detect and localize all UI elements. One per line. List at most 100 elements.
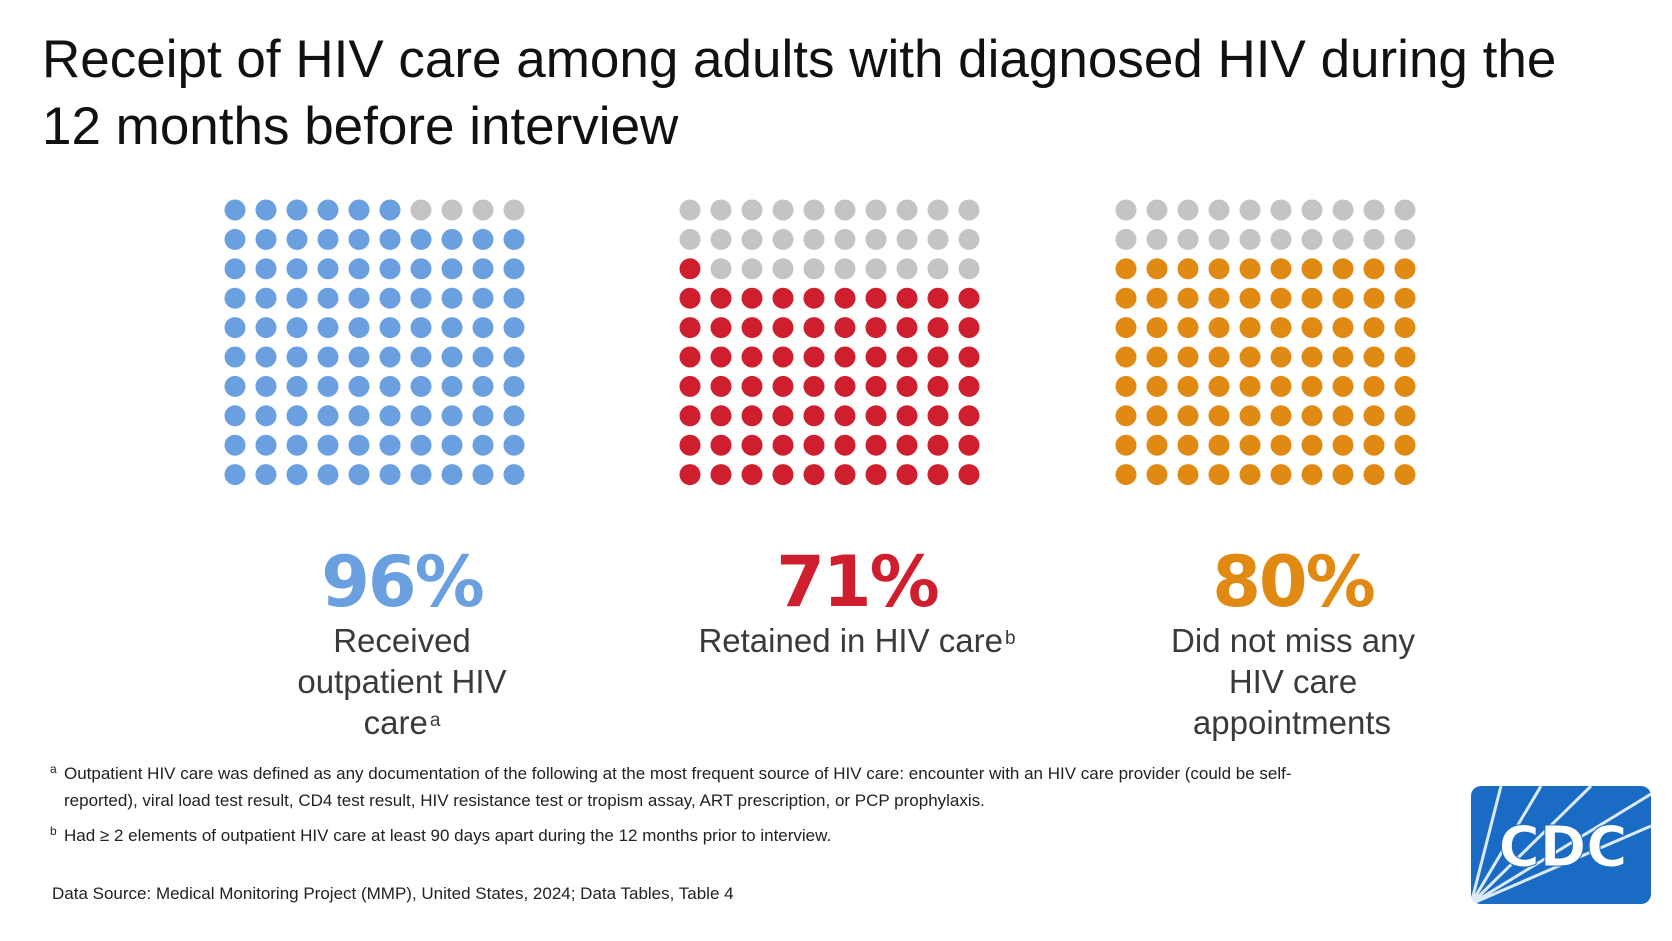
waffle-dot-filled bbox=[834, 317, 856, 339]
waffle-dot-filled bbox=[379, 375, 401, 397]
waffle-dot-filled bbox=[1270, 434, 1292, 456]
waffle-dot-filled bbox=[286, 258, 308, 280]
waffle-dot-filled bbox=[503, 317, 525, 339]
waffle-dot-filled bbox=[679, 258, 701, 280]
waffle-dot-filled bbox=[224, 287, 246, 309]
waffle-dot-empty bbox=[803, 228, 825, 250]
waffle-dot-filled bbox=[865, 346, 887, 368]
waffle-dot-filled bbox=[1394, 464, 1416, 486]
waffle-dot-filled bbox=[834, 375, 856, 397]
waffle-dot-empty bbox=[865, 228, 887, 250]
waffle-dot-filled bbox=[1208, 405, 1230, 427]
waffle-dot-empty bbox=[1208, 199, 1230, 221]
waffle-dot-empty bbox=[1363, 199, 1385, 221]
waffle-dot-filled bbox=[679, 375, 701, 397]
waffle-dot-filled bbox=[865, 464, 887, 486]
waffle-dot-filled bbox=[255, 375, 277, 397]
waffle-dot-filled bbox=[772, 375, 794, 397]
waffle-dot-filled bbox=[255, 258, 277, 280]
waffle-dot-empty bbox=[958, 228, 980, 250]
waffle-dot-filled bbox=[1270, 258, 1292, 280]
waffle-dot-empty bbox=[1146, 199, 1168, 221]
waffle-dot-filled bbox=[286, 317, 308, 339]
waffle-dot-filled bbox=[896, 317, 918, 339]
waffle-dot-filled bbox=[1177, 405, 1199, 427]
waffle-dot-filled bbox=[348, 317, 370, 339]
waffle-dot-empty bbox=[927, 258, 949, 280]
waffle-dot-filled bbox=[503, 346, 525, 368]
waffle-dot-filled bbox=[441, 287, 463, 309]
category-text: Did not miss any HIV care appointments bbox=[1171, 622, 1415, 741]
waffle-dot-filled bbox=[317, 258, 339, 280]
waffle-dot-filled bbox=[803, 375, 825, 397]
waffle-dot-filled bbox=[927, 434, 949, 456]
data-source: Data Source: Medical Monitoring Project … bbox=[52, 884, 734, 903]
waffle-dot-filled bbox=[927, 317, 949, 339]
waffle-dot-filled bbox=[1208, 287, 1230, 309]
waffle-dot-filled bbox=[1394, 346, 1416, 368]
waffle-dot-empty bbox=[1177, 199, 1199, 221]
waffle-dot-filled bbox=[286, 375, 308, 397]
waffle-dot-filled bbox=[317, 346, 339, 368]
waffle-dot-filled bbox=[255, 317, 277, 339]
waffle-dot-filled bbox=[317, 405, 339, 427]
waffle-dot-filled bbox=[441, 317, 463, 339]
waffle-dot-filled bbox=[927, 346, 949, 368]
waffle-dot-filled bbox=[379, 434, 401, 456]
waffle-dot-filled bbox=[865, 317, 887, 339]
waffle-dot-filled bbox=[379, 199, 401, 221]
waffle-dot-filled bbox=[379, 258, 401, 280]
waffle-grid-retained-in-care bbox=[679, 199, 980, 486]
waffle-dot-empty bbox=[772, 199, 794, 221]
waffle-dot-filled bbox=[255, 228, 277, 250]
waffle-dot-filled bbox=[896, 375, 918, 397]
waffle-dot-filled bbox=[710, 405, 732, 427]
waffle-dot-filled bbox=[1115, 287, 1137, 309]
waffle-dot-filled bbox=[958, 317, 980, 339]
waffle-dot-filled bbox=[803, 434, 825, 456]
waffle-dot-filled bbox=[224, 258, 246, 280]
waffle-dot-filled bbox=[224, 346, 246, 368]
waffle-dot-filled bbox=[348, 464, 370, 486]
waffle-dot-filled bbox=[348, 405, 370, 427]
waffle-dot-filled bbox=[472, 405, 494, 427]
category-text: Retained in HIV care bbox=[698, 622, 1003, 659]
footnote-ref: b bbox=[1004, 628, 1016, 649]
waffle-dot-filled bbox=[1208, 317, 1230, 339]
waffle-dot-empty bbox=[710, 199, 732, 221]
waffle-dot-filled bbox=[741, 375, 763, 397]
waffle-dot-filled bbox=[772, 464, 794, 486]
waffle-dot-empty bbox=[1363, 228, 1385, 250]
waffle-dot-empty bbox=[896, 228, 918, 250]
waffle-dot-filled bbox=[1363, 346, 1385, 368]
waffle-dot-filled bbox=[1301, 258, 1323, 280]
waffle-dot-filled bbox=[441, 405, 463, 427]
waffle-dot-filled bbox=[865, 287, 887, 309]
waffle-dot-filled bbox=[224, 375, 246, 397]
waffle-dot-filled bbox=[1270, 287, 1292, 309]
logo-rays bbox=[1471, 786, 1651, 904]
waffle-dot-filled bbox=[772, 317, 794, 339]
waffle-dot-filled bbox=[1115, 317, 1137, 339]
waffle-dot-filled bbox=[1146, 287, 1168, 309]
waffle-dot-filled bbox=[1270, 464, 1292, 486]
waffle-dot-filled bbox=[1363, 287, 1385, 309]
waffle-dot-filled bbox=[1332, 317, 1354, 339]
waffle-dot-filled bbox=[503, 464, 525, 486]
waffle-dot-filled bbox=[348, 287, 370, 309]
waffle-dot-filled bbox=[1208, 434, 1230, 456]
waffle-dot-filled bbox=[503, 258, 525, 280]
waffle-dot-filled bbox=[348, 346, 370, 368]
waffle-dot-filled bbox=[410, 464, 432, 486]
waffle-dot-filled bbox=[410, 258, 432, 280]
waffle-dot-filled bbox=[1239, 258, 1261, 280]
waffle-dot-filled bbox=[710, 434, 732, 456]
waffle-dot-filled bbox=[1301, 317, 1323, 339]
waffle-dot-filled bbox=[472, 346, 494, 368]
waffle-dot-filled bbox=[1301, 375, 1323, 397]
waffle-dot-filled bbox=[710, 287, 732, 309]
waffle-dot-filled bbox=[1394, 434, 1416, 456]
waffle-dot-filled bbox=[1301, 405, 1323, 427]
waffle-dot-filled bbox=[1146, 317, 1168, 339]
waffle-dot-filled bbox=[834, 405, 856, 427]
